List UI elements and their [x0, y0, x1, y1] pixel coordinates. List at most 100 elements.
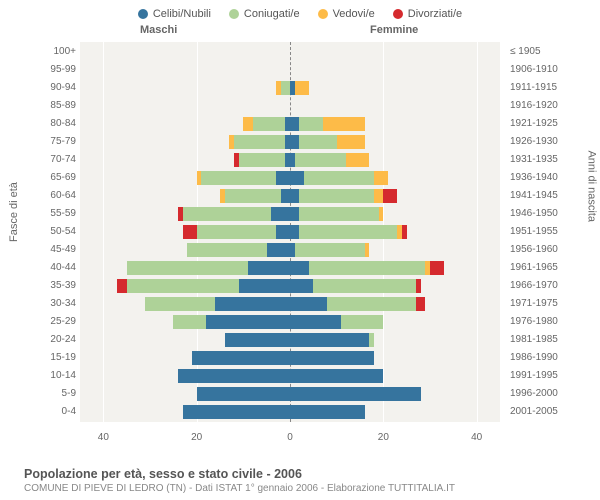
age-label: 60-64 — [0, 190, 76, 201]
segment — [290, 405, 365, 419]
age-label: 5-9 — [0, 388, 76, 399]
plot-area — [80, 42, 500, 422]
segment — [197, 387, 290, 401]
segment — [234, 135, 285, 149]
birth-year-label: 1946-1950 — [510, 208, 594, 219]
segment — [295, 243, 365, 257]
chart-area: Fasce di età Anni di nascita 100+≤ 19059… — [0, 42, 600, 422]
segment — [416, 279, 421, 293]
legend-swatch — [393, 9, 403, 19]
pyramid-row — [80, 79, 500, 97]
birth-year-label: 1941-1945 — [510, 190, 594, 201]
bar-male — [127, 261, 290, 275]
birth-year-label: 1931-1935 — [510, 154, 594, 165]
segment — [295, 81, 309, 95]
bar-male — [243, 117, 290, 131]
birth-year-label: ≤ 1905 — [510, 46, 594, 57]
bar-female — [290, 351, 374, 365]
x-tick: 40 — [471, 432, 482, 443]
birth-year-label: 1906-1910 — [510, 64, 594, 75]
bar-male — [220, 189, 290, 203]
age-label: 95-99 — [0, 64, 76, 75]
birth-year-label: 2001-2005 — [510, 406, 594, 417]
segment — [374, 171, 388, 185]
segment — [178, 369, 290, 383]
header-male: Maschi — [140, 24, 177, 36]
bar-female — [290, 171, 388, 185]
bar-female — [290, 279, 421, 293]
age-label: 85-89 — [0, 100, 76, 111]
birth-year-label: 1971-1975 — [510, 298, 594, 309]
pyramid-row — [80, 223, 500, 241]
age-label: 65-69 — [0, 172, 76, 183]
pyramid-row — [80, 241, 500, 259]
chart-title: Popolazione per età, sesso e stato civil… — [24, 467, 590, 481]
segment — [299, 207, 378, 221]
segment — [290, 369, 383, 383]
segment — [299, 225, 397, 239]
pyramid-row — [80, 133, 500, 151]
age-label: 45-49 — [0, 244, 76, 255]
segment — [379, 207, 384, 221]
bar-female — [290, 189, 397, 203]
pyramid-row — [80, 115, 500, 133]
legend-swatch — [138, 9, 148, 19]
bar-female — [290, 135, 365, 149]
bar-female — [290, 405, 365, 419]
segment — [299, 117, 322, 131]
bar-male — [234, 153, 290, 167]
segment — [197, 225, 276, 239]
segment — [299, 189, 374, 203]
legend-label: Coniugati/e — [244, 8, 300, 20]
birth-year-label: 1961-1965 — [510, 262, 594, 273]
legend-item: Vedovi/e — [318, 8, 375, 20]
segment — [225, 333, 290, 347]
bar-female — [290, 387, 421, 401]
segment — [299, 135, 336, 149]
segment — [183, 405, 290, 419]
age-label: 10-14 — [0, 370, 76, 381]
pyramid-row — [80, 169, 500, 187]
age-label: 35-39 — [0, 280, 76, 291]
segment — [281, 189, 290, 203]
bar-male — [225, 333, 290, 347]
pyramid-row — [80, 61, 500, 79]
legend-item: Coniugati/e — [229, 8, 300, 20]
segment — [290, 117, 299, 131]
legend-item: Celibi/Nubili — [138, 8, 211, 20]
birth-year-label: 1926-1930 — [510, 136, 594, 147]
bar-female — [290, 297, 425, 311]
bar-female — [290, 81, 309, 95]
bar-male — [183, 405, 290, 419]
segment — [290, 261, 309, 275]
age-label: 40-44 — [0, 262, 76, 273]
bar-male — [117, 279, 290, 293]
pyramid-row — [80, 349, 500, 367]
birth-year-label: 1936-1940 — [510, 172, 594, 183]
segment — [271, 207, 290, 221]
segment — [281, 81, 290, 95]
pyramid-row — [80, 205, 500, 223]
column-headers: Maschi Femmine — [0, 24, 600, 40]
segment — [290, 189, 299, 203]
age-label: 75-79 — [0, 136, 76, 147]
birth-year-label: 1991-1995 — [510, 370, 594, 381]
bar-female — [290, 261, 444, 275]
segment — [276, 225, 290, 239]
segment — [337, 135, 365, 149]
legend-swatch — [229, 9, 239, 19]
bar-male — [192, 351, 290, 365]
pyramid-row — [80, 277, 500, 295]
x-tick: 0 — [287, 432, 293, 443]
segment — [416, 297, 425, 311]
pyramid-row — [80, 313, 500, 331]
segment — [290, 225, 299, 239]
segment — [290, 387, 421, 401]
segment — [290, 171, 304, 185]
x-tick: 40 — [98, 432, 109, 443]
bar-male — [183, 225, 290, 239]
bar-male — [229, 135, 290, 149]
segment — [290, 279, 313, 293]
birth-year-label: 1951-1955 — [510, 226, 594, 237]
bar-male — [276, 81, 290, 95]
